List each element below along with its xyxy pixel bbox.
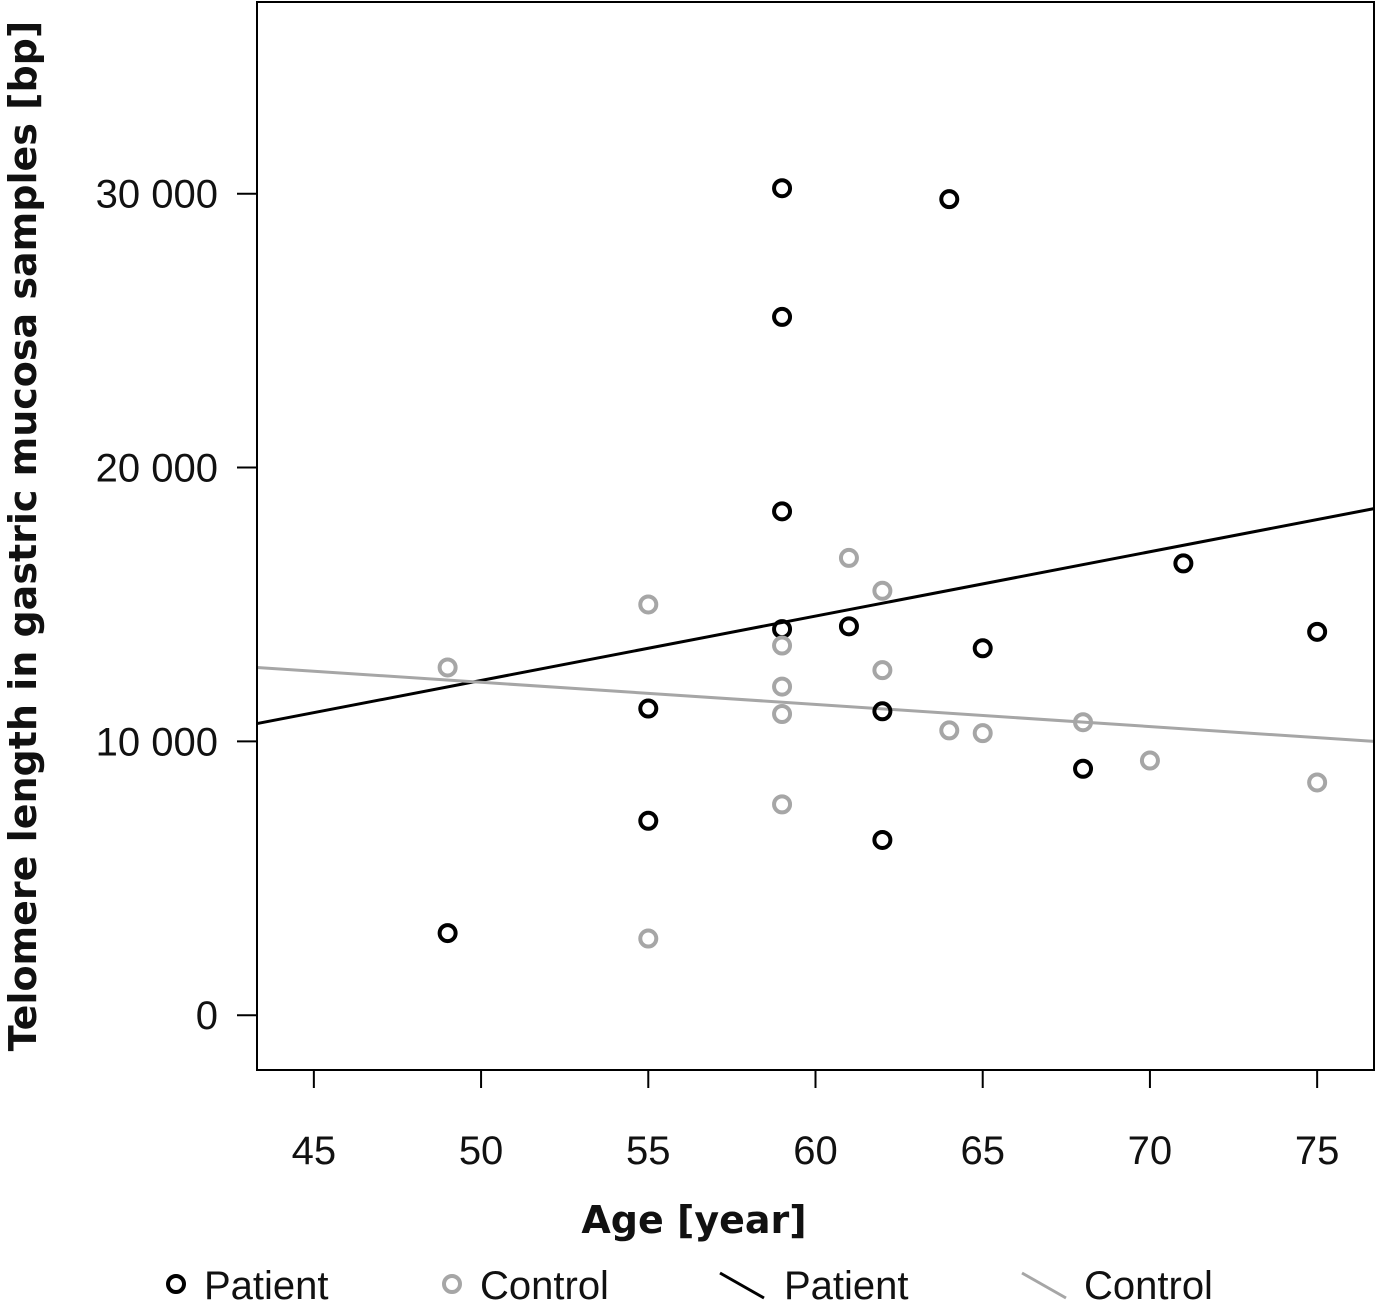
fit-line-control [256, 665, 1375, 743]
x-tick-label: 65 [960, 1129, 1005, 1173]
x-tick-label: 50 [459, 1129, 504, 1173]
x-tick-label: 45 [292, 1129, 337, 1173]
point-control [1139, 750, 1160, 771]
y-tick-label: 20 000 [96, 447, 218, 491]
legend-marker-control-line [1021, 1271, 1067, 1300]
point-patient [872, 701, 893, 722]
x-tick-label: 55 [626, 1129, 671, 1173]
legend-label: Patient [204, 1264, 329, 1304]
point-patient [939, 189, 960, 210]
point-patient [1173, 553, 1194, 574]
plot-frame [256, 1, 1375, 1071]
point-control [638, 594, 659, 615]
legend-marker-patient-point [166, 1274, 186, 1294]
point-patient [772, 178, 793, 199]
y-tick-label: 10 000 [96, 720, 218, 764]
y-tick-label: 0 [196, 994, 218, 1038]
legend-marker-patient-line [719, 1271, 765, 1300]
y-tick-label: 30 000 [96, 173, 218, 217]
point-patient [838, 616, 859, 637]
point-patient [638, 698, 659, 719]
point-patient [772, 306, 793, 327]
point-patient [1073, 758, 1094, 779]
y-axis-title: Telomere length in gastric mucosa sample… [1, 21, 45, 1051]
point-control [772, 676, 793, 697]
fit-line-patient [256, 507, 1375, 726]
point-control [772, 794, 793, 815]
data-points [437, 178, 1328, 949]
point-control [772, 635, 793, 656]
x-tick-label: 60 [793, 1129, 838, 1173]
x-tick-label: 75 [1295, 1129, 1340, 1173]
point-control [872, 580, 893, 601]
point-control [772, 704, 793, 724]
x-axis-title: Age [year] [581, 1198, 806, 1242]
point-control [939, 720, 960, 741]
x-tick-label: 70 [1128, 1129, 1173, 1173]
legend-marker-control-point [442, 1274, 462, 1294]
x-axis: 45 50 55 60 65 70 75 [292, 1070, 1340, 1173]
point-patient [772, 501, 793, 522]
y-axis: 0 10 000 20 000 30 000 [96, 173, 257, 1038]
fit-lines [256, 507, 1375, 743]
point-control [638, 928, 659, 949]
legend-label: Control [1084, 1264, 1213, 1304]
point-control [972, 723, 993, 744]
point-control [838, 547, 859, 568]
point-control [1073, 712, 1094, 733]
point-patient [872, 829, 893, 850]
legend-label: Control [480, 1264, 609, 1304]
point-control [1307, 772, 1328, 793]
point-control [437, 657, 458, 678]
point-patient [1307, 621, 1328, 642]
point-patient [437, 923, 458, 944]
legend-label: Patient [784, 1264, 909, 1304]
point-patient [638, 810, 659, 831]
point-control [872, 660, 893, 681]
legend: Patient Control Patient Control [166, 1264, 1213, 1304]
point-patient [972, 638, 993, 659]
